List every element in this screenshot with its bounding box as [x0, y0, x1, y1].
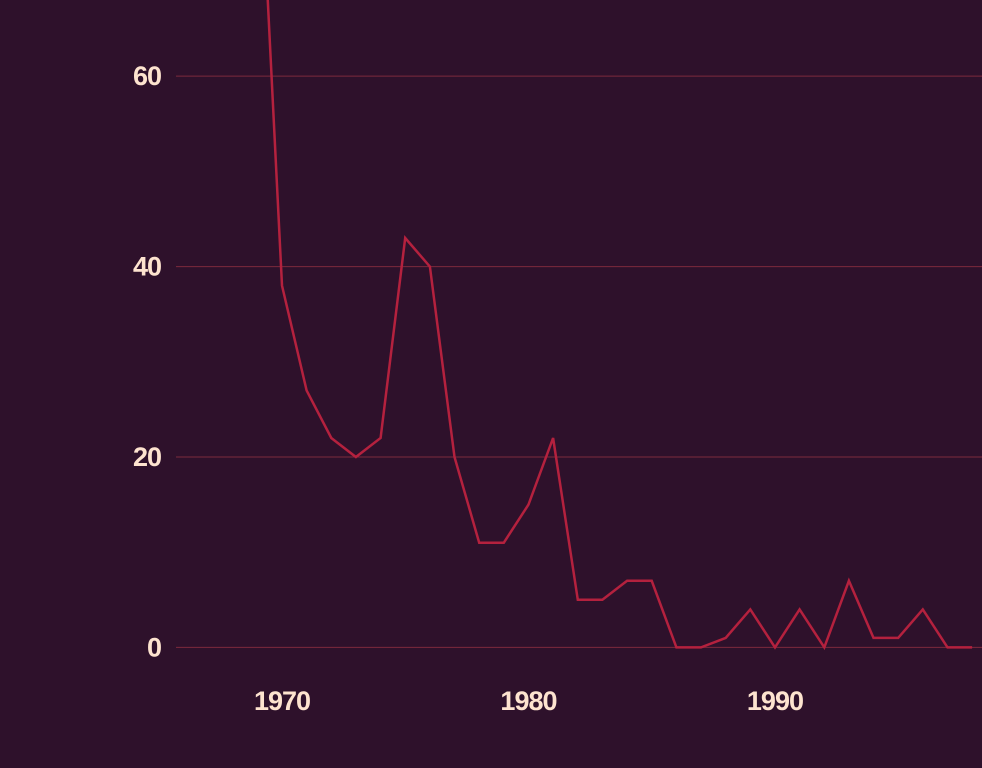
series-layer	[266, 0, 973, 651]
y-tick-label: 40	[133, 252, 161, 282]
gridlines	[176, 75, 982, 648]
series-line-0	[266, 0, 973, 651]
x-axis-tick-labels: 1970 1980 1990	[254, 686, 804, 716]
y-tick-label: 60	[133, 61, 161, 91]
y-axis-tick-labels: 0 20 40 60	[133, 61, 162, 662]
y-tick-label: 20	[133, 442, 161, 472]
y-tick-label: 0	[147, 632, 161, 662]
x-tick-label: 1970	[254, 686, 310, 716]
x-tick-label: 1980	[500, 686, 556, 716]
x-tick-label: 1990	[747, 686, 803, 716]
